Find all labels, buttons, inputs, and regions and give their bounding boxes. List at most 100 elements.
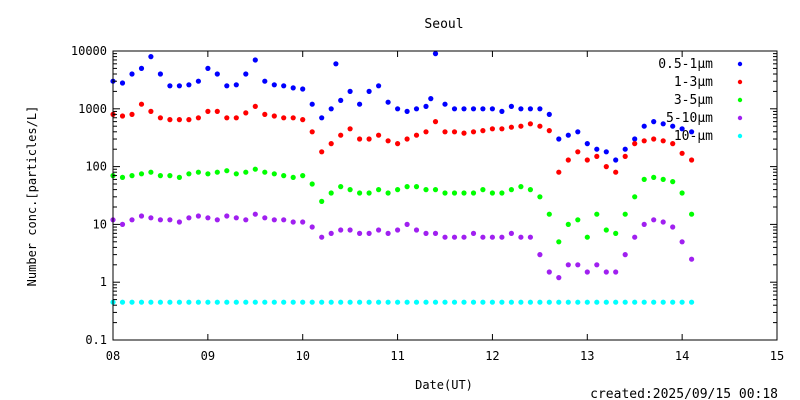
data-point (660, 138, 666, 144)
data-point (584, 157, 590, 163)
data-point (689, 256, 695, 262)
data-point (205, 215, 211, 221)
data-point (432, 187, 439, 193)
data-point (489, 234, 495, 240)
data-point (603, 299, 609, 305)
data-point (252, 299, 258, 305)
data-point (660, 299, 666, 305)
data-point (338, 227, 344, 233)
data-point (679, 190, 685, 196)
data-point (224, 168, 230, 174)
data-point (167, 173, 173, 179)
data-point (281, 173, 287, 179)
data-point (167, 83, 173, 89)
data-point (651, 119, 657, 125)
data-point (470, 190, 477, 196)
data-point (357, 136, 363, 142)
data-point (689, 211, 695, 217)
data-point (651, 174, 657, 180)
data-point (271, 171, 277, 177)
data-point (660, 121, 666, 127)
data-point (176, 174, 182, 180)
legend-label: 10-μm (674, 129, 713, 144)
data-point (186, 171, 192, 177)
data-point (518, 234, 524, 240)
data-point (233, 171, 239, 177)
data-point (309, 101, 315, 107)
data-point (442, 129, 448, 135)
data-point (138, 299, 145, 305)
data-point (129, 111, 135, 117)
data-point (537, 252, 543, 258)
data-point (499, 299, 505, 305)
data-point (366, 136, 372, 142)
data-point (470, 106, 477, 112)
x-tick-label: 11 (390, 349, 404, 363)
data-point (252, 103, 258, 109)
data-point (157, 115, 163, 121)
data-point (167, 117, 173, 123)
data-point (395, 106, 401, 112)
data-point (613, 169, 619, 175)
data-point (584, 234, 590, 240)
data-point (347, 88, 353, 94)
data-point (432, 119, 439, 125)
data-point (148, 299, 154, 305)
data-point (300, 173, 306, 179)
legend-marker (737, 97, 743, 103)
data-point (451, 299, 458, 305)
data-point (205, 108, 211, 114)
data-point (442, 234, 448, 240)
data-point (632, 194, 638, 200)
data-point (527, 234, 534, 240)
data-point (290, 115, 296, 121)
data-point (271, 82, 277, 88)
data-point (508, 187, 514, 193)
data-point (262, 78, 268, 84)
data-point (480, 128, 486, 134)
data-point (347, 187, 353, 193)
data-point (300, 117, 306, 123)
data-point (423, 187, 429, 193)
data-point (584, 269, 590, 275)
data-point (214, 217, 220, 223)
data-point (670, 299, 676, 305)
data-point (575, 299, 581, 305)
series-2 (110, 166, 695, 245)
data-point (157, 71, 163, 77)
data-point (537, 123, 543, 129)
data-point (679, 299, 685, 305)
data-point (233, 215, 239, 221)
data-point (461, 190, 467, 196)
data-point (319, 234, 325, 240)
data-point (423, 299, 429, 305)
data-point (442, 101, 448, 107)
x-tick-label: 09 (201, 349, 215, 363)
data-point (205, 171, 211, 177)
data-point (632, 136, 638, 142)
data-point (451, 106, 458, 112)
y-tick-label: 100 (85, 160, 107, 174)
data-point (404, 299, 410, 305)
data-point (138, 171, 145, 177)
data-point (423, 230, 429, 236)
data-point (451, 234, 458, 240)
data-point (271, 299, 277, 305)
data-point (432, 51, 439, 57)
data-point (214, 71, 220, 77)
data-point (641, 138, 647, 144)
data-point (376, 187, 382, 193)
data-point (679, 239, 685, 245)
x-tick-label: 13 (580, 349, 594, 363)
data-point (186, 117, 192, 123)
data-point (660, 219, 666, 225)
data-point (357, 230, 363, 236)
data-point (404, 108, 410, 114)
data-point (651, 299, 657, 305)
data-point (508, 103, 514, 109)
data-point (651, 136, 657, 142)
data-point (357, 101, 363, 107)
data-point (119, 299, 126, 305)
data-point (527, 187, 534, 193)
data-point (603, 269, 609, 275)
